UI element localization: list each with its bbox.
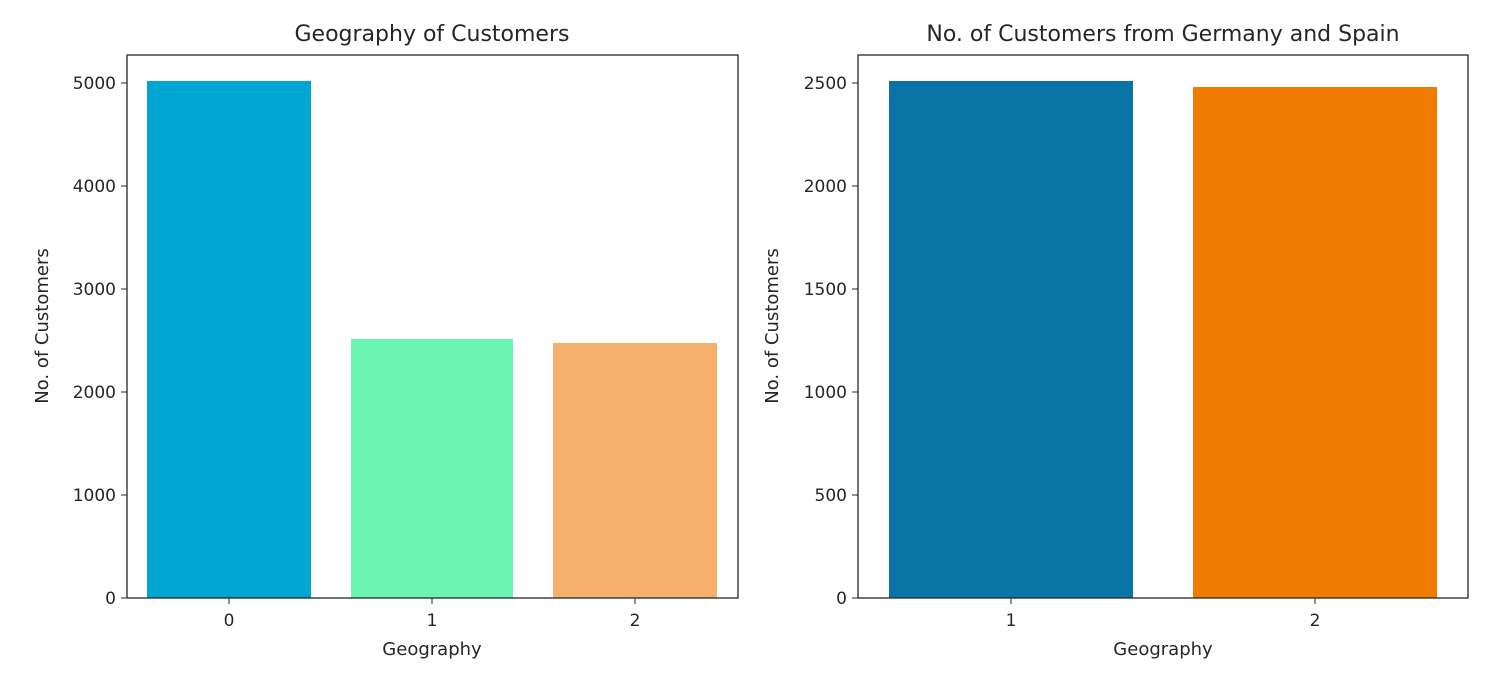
y-axis: 0 500 1000 1500 2000 2500 No. of Custome… xyxy=(762,74,858,609)
chart-title: No. of Customers from Germany and Spain xyxy=(926,22,1399,47)
bar-2 xyxy=(553,343,717,598)
axes-frame xyxy=(857,54,1469,599)
y-tick-label: 3000 xyxy=(73,280,116,300)
y-tick-label: 2000 xyxy=(804,177,847,197)
y-tick-label: 2500 xyxy=(804,74,847,94)
y-tick-label: 2000 xyxy=(73,383,116,403)
x-axis-label: Geography xyxy=(382,639,482,660)
y-tick-label: 1000 xyxy=(804,383,847,403)
y-tick-label: 0 xyxy=(105,589,116,609)
y-tick-label: 500 xyxy=(815,486,847,506)
bar-germany xyxy=(889,81,1133,598)
chart-geography-of-customers: Geography of Customers 0 1000 2000 3000 … xyxy=(32,22,739,660)
x-axis-label: Geography xyxy=(1113,639,1213,660)
bar-spain xyxy=(1193,87,1437,598)
bar-0 xyxy=(147,81,311,598)
y-tick-label: 0 xyxy=(836,589,847,609)
y-axis-label: No. of Customers xyxy=(32,248,53,404)
x-tick-label: 1 xyxy=(1006,611,1017,631)
chart-germany-spain-customers: No. of Customers from Germany and Spain … xyxy=(762,22,1469,660)
x-tick-label: 2 xyxy=(630,611,641,631)
chart-title: Geography of Customers xyxy=(295,22,570,47)
x-axis: 1 2 Geography xyxy=(1006,598,1321,660)
y-axis-label: No. of Customers xyxy=(762,248,783,404)
y-axis: 0 1000 2000 3000 4000 5000 No. of Custom… xyxy=(32,74,127,609)
x-tick-label: 2 xyxy=(1310,611,1321,631)
y-tick-label: 1000 xyxy=(73,486,116,506)
y-tick-label: 5000 xyxy=(73,74,116,94)
bar-1 xyxy=(351,339,513,598)
x-tick-label: 1 xyxy=(427,611,438,631)
y-tick-label: 1500 xyxy=(804,280,847,300)
x-tick-label: 0 xyxy=(224,611,235,631)
x-axis: 0 1 2 Geography xyxy=(224,598,641,660)
y-tick-label: 4000 xyxy=(73,177,116,197)
